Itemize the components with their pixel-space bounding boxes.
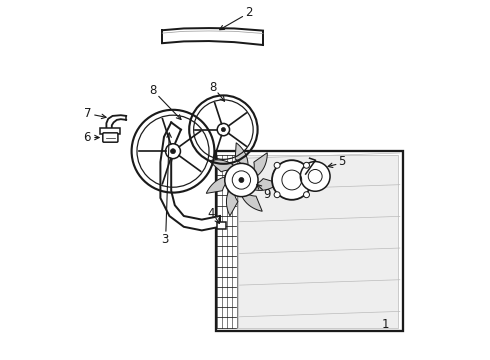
Text: 4: 4	[207, 207, 215, 220]
Polygon shape	[206, 176, 234, 193]
Circle shape	[239, 177, 244, 183]
Polygon shape	[106, 115, 126, 130]
FancyBboxPatch shape	[217, 222, 226, 229]
Polygon shape	[226, 185, 238, 216]
Circle shape	[303, 192, 310, 198]
Circle shape	[225, 163, 258, 197]
Text: 7: 7	[84, 107, 91, 120]
Polygon shape	[247, 179, 279, 190]
Circle shape	[221, 127, 225, 132]
Text: 9: 9	[264, 188, 271, 201]
Text: 5: 5	[338, 155, 345, 168]
FancyBboxPatch shape	[103, 133, 118, 142]
Text: 6: 6	[84, 131, 91, 144]
Polygon shape	[248, 153, 267, 179]
Text: 3: 3	[161, 233, 169, 246]
Text: 2: 2	[245, 6, 252, 19]
Text: 8: 8	[149, 84, 157, 97]
Text: 8: 8	[209, 81, 216, 94]
Polygon shape	[162, 28, 263, 45]
Bar	[100, 128, 120, 134]
Polygon shape	[235, 143, 248, 174]
Circle shape	[171, 149, 175, 154]
Polygon shape	[240, 187, 262, 211]
Polygon shape	[160, 122, 220, 230]
Circle shape	[166, 144, 180, 159]
Circle shape	[274, 162, 280, 168]
Circle shape	[274, 192, 280, 198]
Circle shape	[300, 162, 330, 191]
Circle shape	[303, 162, 310, 168]
Bar	[216, 151, 403, 331]
Circle shape	[272, 160, 312, 200]
Circle shape	[217, 123, 229, 136]
Polygon shape	[209, 160, 238, 174]
Bar	[238, 155, 398, 328]
Text: 1: 1	[382, 318, 389, 330]
